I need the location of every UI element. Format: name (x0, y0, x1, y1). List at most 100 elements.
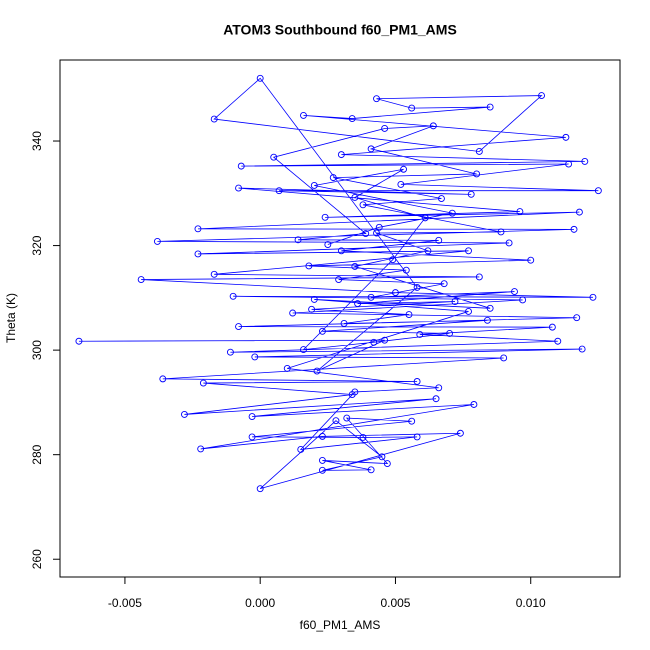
data-point (381, 125, 389, 132)
data-point (351, 263, 359, 270)
data-point (348, 115, 356, 122)
data-point (505, 239, 513, 247)
data-point (581, 157, 589, 165)
data-point (527, 256, 535, 264)
data-point (153, 237, 161, 245)
data-point (421, 214, 429, 222)
data-point (497, 228, 505, 236)
data-point (194, 225, 202, 233)
y-axis-label: Theta (K) (4, 293, 18, 343)
data-point (435, 236, 443, 244)
data-point (370, 338, 378, 346)
data-point (516, 208, 524, 216)
data-point (354, 300, 362, 308)
data-point (210, 115, 218, 123)
data-point (473, 170, 481, 178)
data-point (470, 401, 478, 408)
data-point (378, 453, 386, 461)
data-point (562, 133, 570, 141)
data-point (270, 153, 278, 161)
data-point (343, 414, 351, 422)
plot-frame (59, 59, 621, 578)
data-point (432, 395, 440, 403)
data-point (362, 230, 370, 238)
data-point (565, 160, 573, 168)
data-point (500, 354, 508, 362)
data-point (367, 466, 375, 474)
data-point (413, 433, 421, 441)
data-point (329, 174, 337, 182)
data-point (467, 190, 475, 198)
data-point (465, 247, 472, 255)
data-point (256, 485, 264, 493)
data-point (465, 307, 472, 315)
y-tick-label: 300 (30, 340, 44, 360)
data-point (194, 250, 202, 258)
y-tick-label: 280 (30, 444, 44, 464)
data-point (594, 187, 602, 195)
data-point (475, 148, 483, 155)
x-tick-label: 0.005 (380, 596, 410, 610)
data-point (589, 293, 597, 301)
data-point (294, 236, 302, 244)
data-point (397, 180, 405, 188)
data-point (440, 280, 448, 288)
data-point (413, 283, 421, 291)
data-point (483, 316, 491, 324)
x-axis-label: f60_PM1_AMS (300, 618, 381, 632)
data-point (256, 74, 264, 82)
data-point (199, 379, 207, 387)
data-point (318, 466, 326, 474)
data-point (308, 305, 316, 313)
data-point (297, 445, 305, 453)
data-point (548, 323, 556, 331)
data-line (78, 77, 599, 490)
data-point (226, 348, 234, 356)
data-point (318, 456, 326, 464)
data-point (373, 229, 380, 237)
data-point (486, 103, 494, 111)
data-point (373, 95, 380, 103)
data-point (235, 184, 243, 192)
data-point (310, 182, 318, 189)
data-point (75, 337, 83, 345)
data-point (340, 320, 348, 327)
data-point (392, 289, 399, 297)
data-point (332, 417, 340, 425)
data-point (351, 388, 359, 396)
data-point (405, 311, 413, 319)
y-tick-label: 340 (30, 131, 44, 151)
data-point (229, 292, 237, 300)
data-point (578, 345, 586, 353)
data-point (367, 293, 375, 301)
data-point (321, 213, 329, 221)
data-point (446, 329, 454, 337)
data-point (456, 429, 464, 437)
data-point (573, 314, 581, 322)
data-point (289, 309, 297, 317)
data-point (451, 298, 459, 305)
data-point (408, 104, 416, 112)
data-point (381, 336, 389, 344)
data-point (305, 262, 313, 270)
data-point (511, 288, 518, 296)
data-point (324, 241, 332, 248)
data-point (313, 367, 321, 375)
data-point (359, 433, 367, 441)
data-point (400, 165, 408, 173)
data-point (337, 151, 345, 159)
data-point (575, 208, 583, 216)
data-point (375, 223, 383, 231)
data-point (389, 256, 397, 264)
data-point (359, 201, 367, 209)
data-point (367, 145, 375, 153)
data-point (275, 187, 283, 195)
data-point (519, 296, 527, 304)
x-tick-label: 0.000 (245, 596, 275, 610)
x-tick-label: 0.010 (516, 596, 546, 610)
data-point (554, 337, 562, 345)
data-point (437, 195, 445, 202)
chart-title: ATOM3 Southbound f60_PM1_AMS (223, 22, 457, 38)
